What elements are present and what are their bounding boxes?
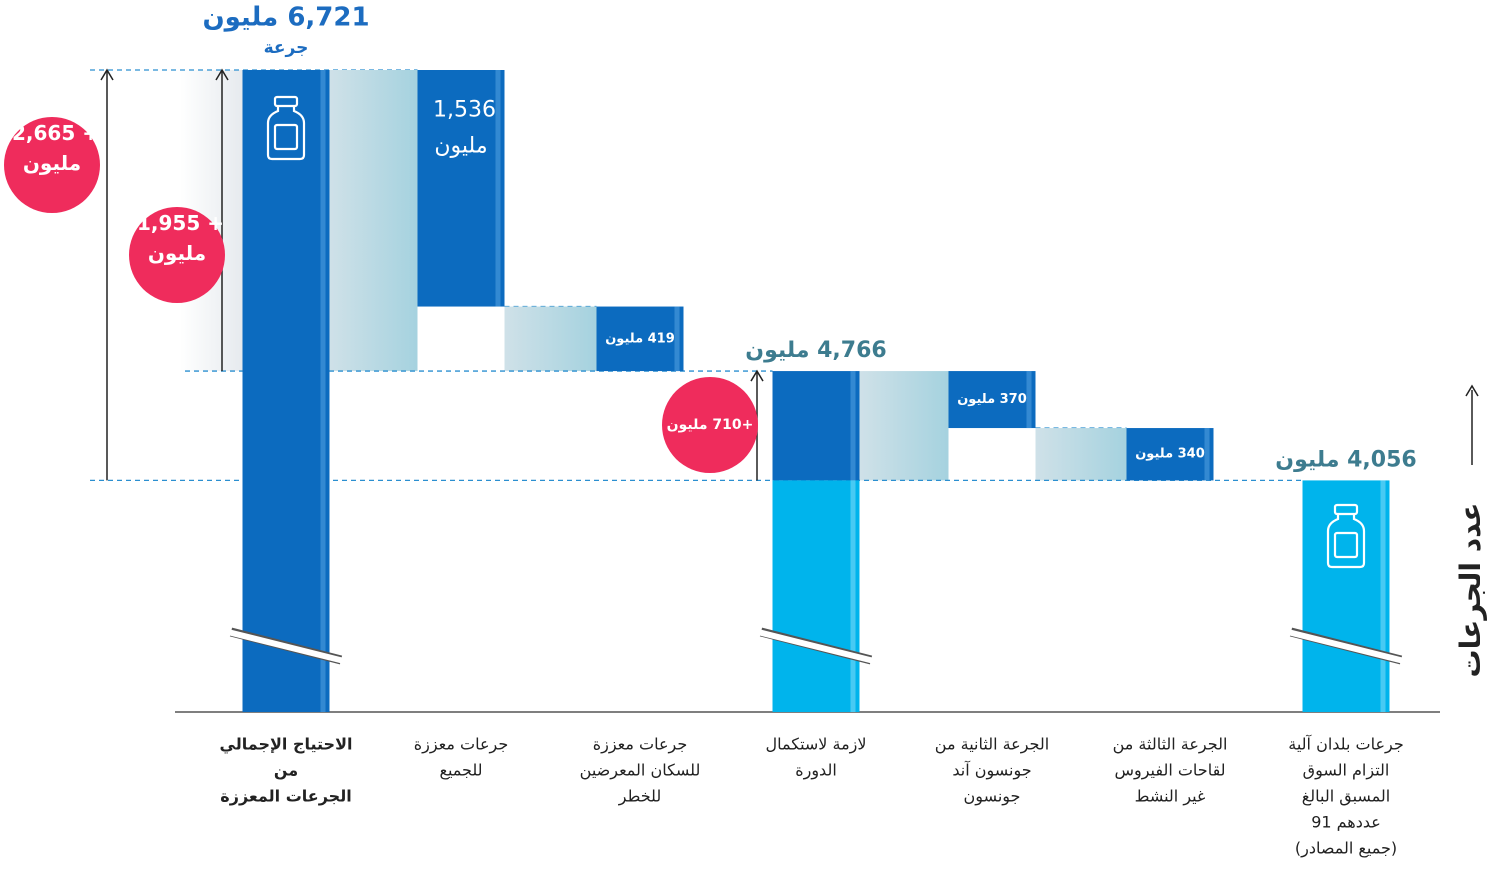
difference-label: + 2,665 مليون: [5, 121, 99, 175]
line: + 1,955: [130, 211, 224, 235]
axis-label: عدد الجرعات: [1454, 503, 1487, 678]
value-label: 4,056 مليون: [1275, 447, 1416, 472]
category-label: المسبق البالغ: [1302, 787, 1391, 807]
category-label: جونسون: [964, 787, 1021, 807]
break-mark: [1287, 629, 1405, 664]
difference-arrow-head: [100, 68, 114, 81]
break-mark: [757, 629, 875, 664]
line: مليون: [23, 151, 81, 175]
bar-highlight: [850, 480, 856, 712]
value-label: 370 مليون: [957, 392, 1027, 407]
bar: [242, 70, 330, 712]
vial-body: [266, 106, 306, 161]
bar-highlight: [495, 70, 501, 307]
category-label: الجرعات المعززة: [220, 787, 351, 806]
line: مليون: [434, 133, 487, 158]
bar: [596, 306, 684, 372]
bar: [948, 371, 1036, 429]
vial-cap: [273, 95, 299, 108]
difference-label: +710 مليون: [667, 417, 754, 433]
bar-highlight: [1204, 428, 1210, 481]
category-label: جرعات بلدان آلية: [1288, 735, 1403, 755]
bar: [772, 371, 860, 481]
bar-highlight: [674, 306, 680, 372]
connector-band: [504, 306, 597, 372]
bar-highlight: [1380, 480, 1386, 712]
category-label: الدورة: [795, 761, 837, 781]
value-label: 1,536 مليون: [426, 97, 496, 158]
vial-body: [1326, 514, 1366, 569]
difference-badge: [4, 117, 100, 213]
difference-arrow-head: [215, 68, 229, 81]
category-label: جونسون آند: [952, 761, 1031, 781]
bar: [1126, 428, 1214, 481]
difference-badge: [129, 207, 225, 303]
category-label: عددهم 91: [1311, 813, 1381, 832]
vial-label: [273, 123, 299, 151]
unit-label: جرعة: [264, 38, 309, 58]
category-label: غير النشط: [1135, 787, 1206, 807]
bar-highlight: [1026, 371, 1032, 429]
category-label: للخطر: [618, 787, 661, 807]
category-label: جرعات معززة: [593, 735, 688, 755]
category-label: الاحتياج الإجمالي: [220, 735, 353, 755]
category-label: الجرعة الثالثة من: [1113, 735, 1228, 755]
difference-label: + 1,955 مليون: [130, 211, 224, 265]
connector-band: [859, 371, 949, 481]
vial-cap: [1333, 503, 1359, 516]
category-label: التزام السوق: [1303, 761, 1390, 781]
bar: [417, 70, 505, 307]
bar: [1302, 480, 1390, 712]
vial-icon: [266, 95, 306, 161]
break-mark: [227, 629, 345, 664]
value-label: 419 مليون: [605, 331, 675, 346]
difference-arrow-head: [750, 369, 764, 382]
connector-band: [1035, 428, 1127, 481]
vial-icon: [1326, 503, 1366, 569]
axis-arrow-head: [1465, 384, 1479, 397]
value-label: 4,766 مليون: [745, 338, 886, 363]
line: + 2,665: [5, 121, 99, 145]
category-label: من: [274, 761, 298, 780]
category-label: الجرعة الثانية من: [935, 735, 1049, 755]
bar-highlight: [850, 371, 856, 481]
category-label: للسكان المعرضين: [580, 761, 701, 781]
category-label: لازمة لاستكمال: [765, 735, 866, 755]
category-label: للجميع: [439, 761, 482, 781]
connector-band: [329, 70, 418, 372]
bar-highlight: [320, 70, 326, 712]
line: 1,536: [426, 97, 496, 122]
line: مليون: [148, 241, 206, 265]
category-label: لقاحات الفيروس: [1114, 761, 1225, 781]
difference-badge: [662, 377, 758, 473]
value-label: 340 مليون: [1135, 447, 1205, 462]
value-label: 6,721 مليون: [202, 3, 369, 33]
bar: [772, 480, 860, 712]
category-label: (جميع المصادر): [1295, 839, 1397, 859]
vial-label: [1333, 531, 1359, 559]
category-label: جرعات معززة: [414, 735, 509, 755]
